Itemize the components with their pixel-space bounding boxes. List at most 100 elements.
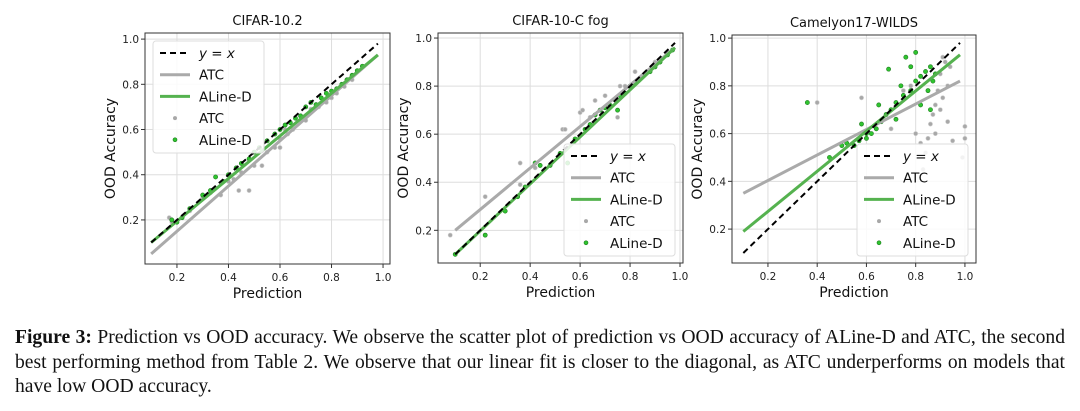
atc-point [615, 114, 620, 120]
aline-d-point [323, 90, 329, 96]
y-tick-label: 0.4 [415, 177, 432, 189]
atc-point [942, 59, 948, 65]
aline-d-point [925, 88, 931, 94]
legend-label: ALine-D [610, 236, 663, 252]
legend-label: ALine-D [903, 192, 956, 208]
plot-frame [731, 34, 977, 264]
legend-label: ALine-D [610, 192, 663, 208]
aline-d-point [893, 116, 899, 122]
legend-label: ALine-D [903, 236, 956, 252]
y-tick-label: 0.8 [122, 79, 139, 91]
x-tick-label: 1.0 [672, 271, 689, 283]
legend-aline-d-point-swatch [172, 137, 178, 143]
aline-d-point [873, 126, 879, 132]
legend-atc-point-swatch [584, 219, 588, 224]
y-axis-label: OOD Accuracy [690, 98, 706, 199]
aline-d-point [898, 83, 904, 89]
aline-d-point [859, 121, 864, 127]
y-axis-label: OOD Accuracy [103, 98, 119, 199]
x-axis-label: Prediction [526, 285, 596, 301]
chart-title: CIFAR-10-C fog [512, 14, 609, 29]
atc-point [592, 98, 598, 103]
y-tick-label: 0.6 [709, 129, 726, 141]
plot-frame [144, 32, 391, 265]
aline-d-point [886, 66, 891, 72]
legend-label: ATC [903, 171, 928, 187]
atc-point [925, 135, 931, 141]
legend-label: ALine-D [199, 133, 252, 149]
chart-panel-1: 0.2 0.4 0.6 0.8 1.0 0.2 0.4 0.6 0.8 1.0 CIFAR-10.2… [103, 14, 391, 302]
aline-d-point [537, 163, 543, 168]
y-tick-label: 0.8 [415, 81, 432, 93]
atc-point [259, 163, 265, 169]
x-tick-label: 0.4 [220, 272, 237, 284]
atc-point [517, 182, 523, 188]
aline-d-point [913, 78, 919, 84]
y-tick-label: 0.2 [709, 224, 726, 236]
plot-frame [437, 32, 684, 264]
atc-point [517, 160, 523, 166]
chart-panel-3: 0.2 0.4 0.6 0.8 1.0 0.2 0.4 0.6 0.8 1.0 Camelyon17… [690, 16, 977, 301]
aline-d-point [876, 102, 882, 108]
legend-atc-point-swatch [173, 116, 177, 121]
legend-label: y = x [198, 46, 236, 62]
aline-d-fit-line [742, 53, 961, 233]
legend-atc-point-swatch [877, 219, 881, 224]
aline-d-point [903, 54, 909, 60]
aline-d-point [923, 69, 928, 74]
atc-point [236, 188, 242, 193]
figure-3-charts: 0.2 0.4 0.6 0.8 1.0 0.2 0.4 0.6 0.8 1.0 CIFAR-10.2… [103, 14, 977, 302]
caption-label: Figure 3: [15, 327, 92, 348]
atc-point [940, 95, 946, 101]
aline-d-point [169, 217, 175, 223]
x-tick-label: 0.4 [522, 271, 539, 283]
y-tick-label: 1.0 [415, 33, 432, 45]
atc-point [900, 88, 906, 94]
atc-point [580, 107, 586, 113]
legend-box [152, 40, 265, 154]
legend-label: ATC [199, 68, 224, 84]
y-tick-label: 1.0 [122, 34, 139, 46]
atc-point [246, 188, 252, 193]
y-axis-label: OOD Accuracy [396, 97, 412, 198]
x-axis-label: Prediction [233, 286, 303, 302]
atc-point [945, 119, 951, 125]
atc-point [913, 131, 919, 137]
x-tick-label: 0.8 [622, 271, 639, 283]
aline-d-point [282, 122, 288, 128]
aline-d-point [913, 50, 919, 55]
x-tick-label: 0.6 [572, 271, 589, 283]
atc-point [888, 126, 894, 132]
x-tick-label: 0.2 [472, 271, 489, 283]
atc-point [930, 112, 936, 117]
atc-point [932, 102, 938, 108]
atc-point [814, 100, 820, 105]
aline-d-point [908, 64, 914, 70]
figure-caption: Figure 3: Prediction vs OOD accuracy. We… [15, 326, 1065, 400]
legend-label: ATC [903, 214, 928, 230]
identity-line [742, 42, 961, 254]
x-axis-label: Prediction [819, 285, 889, 301]
legend-box [563, 143, 676, 257]
y-tick-label: 0.8 [709, 81, 726, 93]
legend-label: ATC [199, 111, 224, 127]
x-tick-label: 0.2 [760, 271, 777, 283]
atc-point [562, 126, 568, 132]
legend-label: ALine-D [199, 89, 252, 105]
atc-point [602, 93, 608, 99]
legend-aline-d-point-swatch [583, 240, 589, 246]
x-tick-label: 0.4 [809, 271, 826, 283]
atc-point [950, 138, 956, 144]
caption-text: Prediction vs OOD accuracy. We observe t… [15, 327, 1065, 397]
aline-d-fit-line [150, 53, 379, 244]
aline-d-point [918, 73, 924, 79]
legend-aline-d-point-swatch [876, 240, 882, 246]
atc-fit-line [742, 79, 961, 195]
x-tick-label: 1.0 [375, 272, 392, 284]
aline-d-point [213, 174, 218, 180]
atc-point [617, 83, 623, 89]
atc-point [932, 131, 938, 137]
atc-point [928, 121, 933, 127]
atc-point [962, 135, 968, 141]
atc-point [962, 124, 968, 129]
